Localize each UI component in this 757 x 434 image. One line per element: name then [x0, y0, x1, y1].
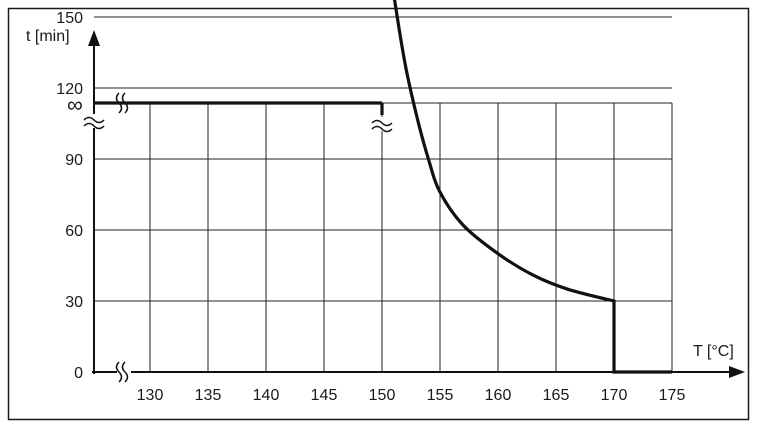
x-axis-break — [115, 361, 131, 383]
y-tick-label-90: 90 — [65, 152, 83, 169]
y-tick-label-0: 0 — [74, 365, 83, 382]
y-axis-break-wave-1 — [83, 122, 105, 130]
x-axis-label: T [°C] — [693, 343, 734, 360]
x-tick-label-170: 170 — [601, 387, 628, 404]
y-axis-break — [83, 114, 105, 130]
x-tick-label-135: 135 — [195, 387, 222, 404]
series-curve — [392, 0, 672, 374]
series-break-wave-0 — [371, 119, 393, 127]
tick-labels: 130 135 140 145 150 155 160 165 170 175 0 30 60 90 120… — [56, 10, 686, 404]
x-tick-label-155: 155 — [427, 387, 454, 404]
series-break-wave-1 — [371, 125, 393, 133]
y-tick-label-150: 150 — [56, 10, 83, 27]
chart-frame — [7, 7, 750, 421]
series-break — [371, 117, 393, 133]
series-layer — [94, 0, 672, 374]
y-tick-label-60: 60 — [65, 223, 83, 240]
x-axis-arrow — [729, 366, 745, 378]
x-tick-label-150: 150 — [369, 387, 396, 404]
x-tick-label-165: 165 — [543, 387, 570, 404]
x-tick-label-140: 140 — [253, 387, 280, 404]
x-axis-break-wave-1 — [121, 361, 129, 383]
x-tick-label-160: 160 — [485, 387, 512, 404]
x-tick-label-130: 130 — [137, 387, 164, 404]
x-axis-break-wave-0 — [115, 361, 123, 383]
x-tick-label-175: 175 — [659, 387, 686, 404]
y-tick-label-30: 30 — [65, 294, 83, 311]
infinity-label: ∞ — [67, 92, 83, 117]
y-axis-arrow — [88, 30, 100, 46]
y-axis-label: t [min] — [26, 28, 70, 45]
x-tick-label-145: 145 — [311, 387, 338, 404]
y-axis-break-wave-0 — [83, 116, 105, 124]
y-tick-label-120: 120 — [56, 81, 83, 98]
grid-lines — [94, 16, 673, 372]
